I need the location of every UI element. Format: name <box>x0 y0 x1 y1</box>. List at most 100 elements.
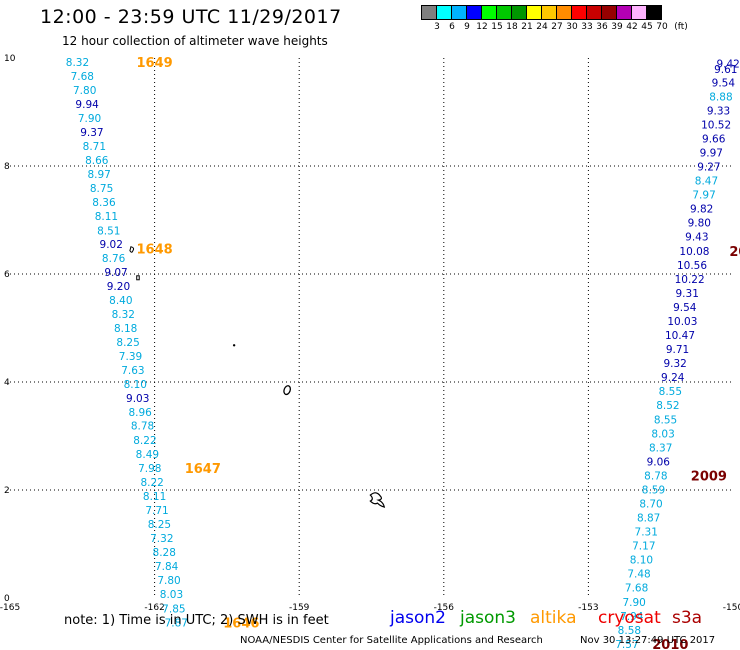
scale-label: 15 <box>491 22 503 32</box>
x-tick-label: -153 <box>578 603 598 613</box>
x-tick-label: -150 <box>723 603 740 613</box>
scale-label: 12 <box>476 22 488 32</box>
wave-height-value: 8.58 <box>618 625 641 637</box>
wave-height-value: 9.02 <box>100 239 123 251</box>
wave-height-value: 7.68 <box>71 71 94 83</box>
island-dot <box>232 344 236 347</box>
scale-label: 42 <box>626 22 638 32</box>
wave-height-value: 8.76 <box>102 253 126 265</box>
time-label: 1649 <box>137 56 173 71</box>
wave-height-value: 8.25 <box>148 519 171 531</box>
time-label: 2008 <box>729 245 740 260</box>
scale-label: 45 <box>641 22 653 32</box>
wave-height-value: 9.66 <box>702 133 726 145</box>
time-label: 1647 <box>185 462 221 477</box>
y-tick-label: 0 <box>4 594 10 604</box>
wave-height-value: 8.28 <box>153 547 176 559</box>
wave-height-value: 10.47 <box>665 330 695 342</box>
wave-height-value: 7.71 <box>145 505 168 517</box>
scale-labels: 3 6 9 12 15 18 21 24 27 30 33 36 39 42 45 70 (ft) <box>422 20 688 34</box>
scale-label: 3 <box>434 22 440 32</box>
legend-cryosat: cryosat <box>598 608 661 628</box>
wave-height-value: 8.10 <box>124 379 147 391</box>
scale-label: 33 <box>581 22 593 32</box>
wave-height-value: 8.25 <box>116 337 139 349</box>
wave-height-value: 7.97 <box>692 190 715 202</box>
time-label: 2010 <box>652 638 688 650</box>
island-outline <box>136 275 140 281</box>
wave-height-value: 8.75 <box>90 183 113 195</box>
island-atoll <box>369 492 386 508</box>
wave-height-value: 7.39 <box>119 351 142 363</box>
wave-height-value: 7.94 <box>620 611 644 623</box>
wave-height-value: 9.31 <box>676 288 699 300</box>
wave-height-value: 8.55 <box>654 414 677 426</box>
legend-jason3: jason3 <box>460 608 516 628</box>
axis-labels: -165 -162 -159 -156 -153 -150 0 2 4 6 8 10 <box>0 54 740 613</box>
wave-height-value: 7.32 <box>150 533 173 545</box>
wave-height-value: 9.07 <box>104 267 127 279</box>
wave-height-value: 8.78 <box>644 470 667 482</box>
wave-height-value: 10.52 <box>701 119 731 131</box>
wave-height-value: 8.03 <box>160 589 183 601</box>
wave-height-value: 7.48 <box>627 569 650 581</box>
legend-jason2: jason2 <box>390 608 446 628</box>
wave-height-value: 9.20 <box>107 281 130 293</box>
wave-height-value: 9.03 <box>126 393 149 405</box>
wave-height-value: 7.57 <box>615 639 638 650</box>
wave-height-value: 8.66 <box>85 155 109 167</box>
islands <box>129 246 386 508</box>
wave-height-value: 10.22 <box>675 274 705 286</box>
wave-height-value: 7.17 <box>632 541 655 553</box>
wave-height-value: 8.11 <box>95 211 118 223</box>
scale-label: 30 <box>566 22 578 32</box>
wave-height-value: 9.94 <box>75 99 99 111</box>
wave-height-value: 9.43 <box>685 232 708 244</box>
wave-height-value: 7.84 <box>155 561 179 573</box>
wave-height-value: 8.96 <box>128 407 152 419</box>
wave-height-value: 8.71 <box>83 141 106 153</box>
grid-lines <box>10 58 733 598</box>
x-tick-label: -165 <box>0 603 20 613</box>
wave-height-value: 8.32 <box>112 309 135 321</box>
wave-height-value: 8.18 <box>114 323 137 335</box>
scale-label: 27 <box>551 22 563 32</box>
wave-height-value: 8.03 <box>651 428 674 440</box>
time-label: 1648 <box>137 243 173 258</box>
x-tick-label: -162 <box>144 603 164 613</box>
y-tick-label: 4 <box>4 378 10 388</box>
wave-height-value: 7.90 <box>78 113 101 125</box>
y-tick-label: 2 <box>4 486 10 496</box>
island-outline <box>129 246 135 253</box>
generated-timestamp: Nov 30 13:27:49 UTC 2017 <box>580 635 716 646</box>
wave-height-value: 7.90 <box>622 597 645 609</box>
y-tick-label: 10 <box>4 54 16 64</box>
wave-height-value: 8.49 <box>136 449 159 461</box>
wave-height-value: 7.98 <box>138 463 161 475</box>
y-tick-label: 8 <box>4 162 10 172</box>
wave-height-value: 8.36 <box>92 197 116 209</box>
scale-label: 21 <box>521 22 533 32</box>
island-atoll <box>283 385 292 396</box>
color-swatches <box>421 5 662 20</box>
wave-height-value: 9.82 <box>690 204 713 216</box>
wave-height-value: 8.59 <box>642 484 665 496</box>
credit-text: NOAA/NESDIS Center for Satellite Applica… <box>240 635 543 646</box>
wave-height-value: 8.47 <box>695 176 718 188</box>
wave-height-value: 8.87 <box>637 513 660 525</box>
scale-label: 39 <box>611 22 623 32</box>
wave-height-value: 10.03 <box>667 316 697 328</box>
scale-label: 36 <box>596 22 608 32</box>
wave-height-value: 8.52 <box>656 400 679 412</box>
wave-height-value: 8.51 <box>97 225 120 237</box>
wave-height-value: 9.32 <box>663 358 686 370</box>
wave-height-value: 8.70 <box>639 499 662 511</box>
wave-height-value: 8.88 <box>709 91 732 103</box>
wave-height-value: 8.32 <box>66 57 89 69</box>
wave-height-value: 8.22 <box>133 435 156 447</box>
scale-label: 70 <box>656 22 668 32</box>
wave-height-value: 7.80 <box>73 85 96 97</box>
wave-height-value: 9.37 <box>80 127 103 139</box>
page-subtitle: 12 hour collection of altimeter wave hei… <box>62 34 328 48</box>
wave-height-value: 9.54 <box>712 77 736 89</box>
